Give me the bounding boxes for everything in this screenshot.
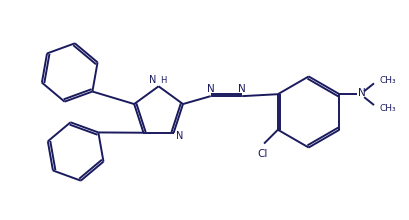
Text: N: N: [238, 84, 246, 94]
Text: N: N: [207, 84, 215, 94]
Text: N: N: [358, 88, 366, 98]
Text: CH₃: CH₃: [380, 104, 397, 112]
Text: N: N: [149, 75, 157, 85]
Text: Cl: Cl: [257, 148, 267, 158]
Text: H: H: [161, 76, 167, 85]
Text: N: N: [176, 131, 183, 141]
Text: CH₃: CH₃: [380, 76, 397, 85]
